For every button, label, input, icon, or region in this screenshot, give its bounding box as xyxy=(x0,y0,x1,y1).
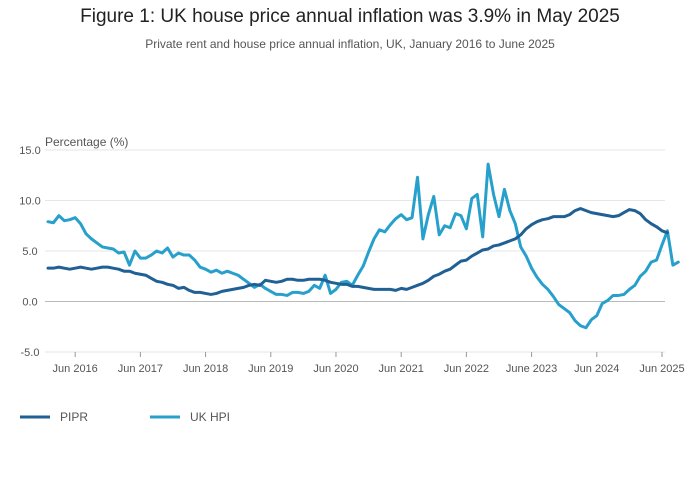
y-tick-label: 5.0 xyxy=(22,246,37,258)
x-tick-label: Jun 2019 xyxy=(248,363,293,375)
x-tick-label: Jun 2024 xyxy=(574,363,619,375)
legend[interactable]: PIPR UK HPI xyxy=(20,410,230,424)
x-tick-label: June 2023 xyxy=(506,363,557,375)
chart-subtitle: Private rent and house price annual infl… xyxy=(145,37,555,51)
series-line-uk-hpi xyxy=(46,162,680,330)
y-axis-title: Percentage (%) xyxy=(45,135,128,149)
y-tick-label: 15.0 xyxy=(19,145,40,157)
x-tick-label: Jun 2017 xyxy=(118,363,163,375)
x-tick-label: Jun 2016 xyxy=(53,363,98,375)
x-tick-label: Jun 2021 xyxy=(379,363,424,375)
x-tick-label: Jun 2022 xyxy=(444,363,489,375)
x-axis: Jun 2016 Jun 2017 Jun 2018 Jun 2019 Jun 2020… xyxy=(53,352,685,375)
x-tick-label: Jun 2018 xyxy=(183,363,228,375)
y-tick-label: -5.0 xyxy=(21,347,40,359)
x-tick-label: Jun 2020 xyxy=(313,363,358,375)
chart-title: Figure 1: UK house price annual inflatio… xyxy=(80,6,620,27)
legend-item-uk-hpi[interactable]: UK HPI xyxy=(150,410,230,424)
legend-label: PIPR xyxy=(60,410,88,424)
gridlines xyxy=(45,149,665,353)
y-axis: 15.0 10.0 5.0 0.0 -5.0 xyxy=(19,145,40,359)
x-tick-label: Jun 2025 xyxy=(639,363,684,375)
legend-item-pipr[interactable]: PIPR xyxy=(20,410,88,424)
series-line-pipr xyxy=(46,207,669,296)
y-tick-label: 10.0 xyxy=(19,196,40,208)
legend-label: UK HPI xyxy=(190,410,230,424)
series xyxy=(46,162,680,330)
y-tick-label: 0.0 xyxy=(22,297,37,309)
